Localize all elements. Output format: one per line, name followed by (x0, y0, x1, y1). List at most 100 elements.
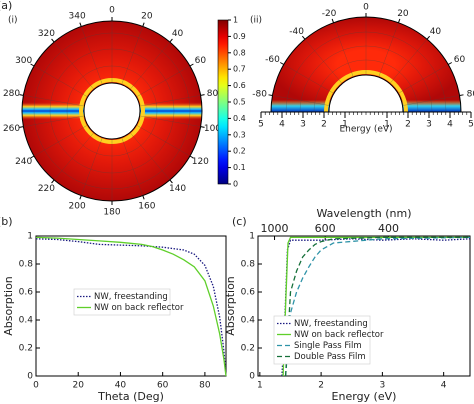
plot-frame (257, 235, 471, 377)
polar-grid (81, 137, 103, 196)
radial-tick-label: 4 (279, 120, 285, 130)
radial-tick-label: 5 (468, 120, 474, 130)
theta-tick-label: 280 (3, 89, 20, 99)
panel-label: (b) (0, 215, 13, 228)
polar-grid (23, 115, 85, 127)
x-tick-label: 2 (318, 381, 324, 391)
theta-tick (30, 155, 35, 159)
legend-label: NW, freestanding (94, 292, 168, 302)
x-tick-label: 20 (72, 381, 84, 391)
theta-tick-label: 200 (69, 201, 86, 211)
theta-tick-label: 140 (169, 184, 186, 194)
x-axis-label: Energy (eV) (332, 390, 397, 403)
x-tick-label: 1 (257, 381, 263, 391)
polar-grid (333, 22, 354, 78)
legend-box (73, 288, 171, 316)
y-tick-label: 0.4 (241, 316, 256, 326)
radial-tick-label: 5 (258, 120, 264, 130)
legend-label: NW on back reflector (294, 330, 384, 340)
theta-tick-label: 300 (15, 56, 32, 66)
series-line (35, 236, 227, 377)
theta-tick-label: 80 (467, 89, 474, 99)
theta-tick-label: -60 (265, 55, 280, 65)
polar-grid (23, 95, 85, 107)
theta-tick-label: 260 (3, 124, 20, 134)
theta-tick-label: 120 (192, 157, 209, 167)
theta-tick-label: -20 (322, 9, 337, 19)
y-tick-label: 0.6 (241, 288, 256, 298)
theta-tick-label: 320 (38, 29, 55, 39)
subplot-label: (i) (8, 16, 18, 26)
subplot-label: (ii) (250, 16, 262, 26)
theta-tick-label: 60 (195, 56, 207, 66)
x-tick-label: 80 (199, 381, 211, 391)
colorbar-tick-label: 0 (233, 180, 238, 189)
x2-tick-label: 400 (378, 222, 399, 235)
theta-tick-label: 20 (397, 9, 409, 19)
polar-grid (272, 95, 330, 106)
y-tick-label: 0.8 (241, 260, 256, 270)
theta-tick (19, 126, 24, 128)
x2-axis-label: Wavelength (nm) (316, 207, 411, 220)
x2-tick-label: 1000 (261, 222, 289, 235)
theta-tick-label: 0 (363, 3, 369, 13)
theta-tick (51, 38, 55, 43)
theta-tick (79, 195, 82, 200)
theta-tick (19, 94, 24, 96)
y-tick-label: 0.6 (19, 288, 34, 298)
theta-tick (200, 126, 205, 128)
legend-label: Double Pass Film (294, 352, 366, 362)
radial-tick-label: 3 (300, 120, 306, 130)
legend-label: NW on back reflector (94, 303, 184, 313)
y-tick-label: 1 (249, 232, 255, 242)
radial-tick-label: 1 (342, 120, 348, 130)
x2-tick-label: 600 (315, 222, 336, 235)
colorbar-tick-label: 0.7 (233, 65, 246, 74)
theta-tick-label: -40 (289, 27, 304, 37)
theta-tick (142, 195, 145, 200)
x-tick-label: 3 (380, 381, 386, 391)
radial-tick-label: 1 (384, 120, 390, 130)
polar-grid (389, 39, 428, 84)
theta-tick (189, 63, 194, 67)
theta-tick-label: 240 (15, 157, 32, 167)
y-tick-label: 1 (27, 232, 33, 242)
y-tick-label: 0.2 (19, 344, 33, 354)
radial-tick-label: 4 (447, 120, 453, 130)
theta-tick-label: 220 (38, 184, 55, 194)
polar-grid (121, 26, 143, 85)
polar-grid (121, 137, 143, 196)
theta-tick (331, 18, 334, 23)
theta-tick (142, 22, 145, 27)
plot-frame (35, 235, 227, 377)
polar-grid (304, 39, 343, 84)
x-tick-label: 40 (115, 381, 127, 391)
theta-tick (169, 179, 173, 184)
polar-grid (136, 124, 191, 157)
colorbar (217, 19, 229, 185)
theta-tick (448, 62, 452, 65)
theta-tick (280, 62, 284, 65)
polar-grid (129, 41, 171, 90)
x-tick-label: 4 (441, 381, 447, 391)
theta-tick-label: 160 (138, 201, 155, 211)
theta-tick (200, 94, 205, 96)
theta-tick-label: 100 (204, 124, 221, 134)
theta-tick-label: 180 (103, 208, 120, 218)
polar-grid (81, 26, 103, 85)
x-axis-label: Theta (Deg) (97, 390, 164, 403)
y-tick-label: 0 (249, 372, 255, 382)
theta-tick (51, 179, 55, 184)
polar-grid (136, 65, 191, 98)
radial-tick-label: 3 (426, 120, 432, 130)
theta-tick (268, 94, 273, 96)
theta-tick (30, 63, 35, 67)
colorbar-tick-label: 1 (233, 16, 238, 25)
panel-label: (c) (232, 215, 247, 228)
polar-grid (283, 64, 335, 94)
colorbar-tick-label: 0.5 (233, 98, 246, 107)
theta-tick-label: 0 (109, 6, 115, 16)
theta-tick-label: 20 (141, 12, 153, 22)
colorbar-tick-label: 0.1 (233, 163, 246, 172)
